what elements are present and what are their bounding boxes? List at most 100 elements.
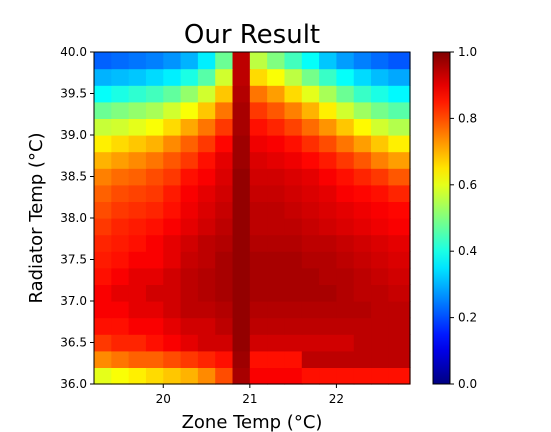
heatmap-cell — [371, 168, 389, 186]
heatmap-cell — [215, 118, 234, 136]
heatmap-cell — [371, 317, 389, 335]
heatmap-cell — [353, 367, 372, 385]
heatmap-cell — [145, 168, 164, 186]
heatmap-cell — [319, 218, 338, 236]
heatmap-cell — [197, 201, 216, 219]
heatmap-cell — [232, 184, 251, 202]
heatmap-cell — [145, 184, 164, 202]
heatmap-cell — [128, 334, 147, 352]
heatmap-cell — [163, 218, 182, 236]
heatmap-cell — [128, 101, 147, 119]
heatmap-cell — [353, 184, 372, 202]
heatmap-cell — [215, 267, 234, 285]
heatmap-cell — [94, 184, 112, 202]
heatmap-cell — [301, 367, 320, 385]
heatmap-cell — [180, 85, 199, 103]
heatmap-cell — [249, 284, 268, 302]
heatmap-cell — [232, 367, 251, 385]
heatmap-cell — [128, 135, 147, 153]
heatmap-cell — [319, 118, 338, 136]
heatmap-cell — [94, 350, 112, 368]
heatmap-cell — [267, 267, 286, 285]
heatmap-cell — [111, 367, 130, 385]
heatmap-cell — [267, 251, 286, 269]
heatmap-cell — [371, 118, 389, 136]
heatmap-cell — [128, 367, 147, 385]
chart-title: Our Result — [184, 20, 320, 50]
heatmap-cell — [336, 118, 355, 136]
heatmap-cell — [388, 168, 411, 186]
heatmap-cell — [163, 168, 182, 186]
heatmap-cell — [197, 135, 216, 153]
heatmap-cell — [284, 218, 303, 236]
heatmap-cell — [180, 118, 199, 136]
heatmap-cell — [145, 301, 164, 319]
heatmap-cell — [111, 85, 130, 103]
heatmap-cell — [353, 317, 372, 335]
heatmap-cell — [215, 350, 234, 368]
heatmap-cell — [284, 68, 303, 86]
heatmap-cell — [353, 218, 372, 236]
heatmap-cell — [267, 151, 286, 169]
heatmap-cell — [197, 334, 216, 352]
heatmap-cell — [145, 218, 164, 236]
heatmap-cell — [128, 118, 147, 136]
heatmap-cell — [319, 251, 338, 269]
heatmap-cell — [371, 367, 389, 385]
heatmap-cell — [353, 251, 372, 269]
x-tick-label: 21 — [242, 392, 257, 406]
heatmap-cell — [319, 168, 338, 186]
heatmap-cell — [353, 267, 372, 285]
heatmap-cell — [111, 118, 130, 136]
heatmap-cell — [301, 350, 320, 368]
heatmap-cell — [371, 350, 389, 368]
heatmap-cell — [319, 284, 338, 302]
heatmap-cell — [111, 317, 130, 335]
heatmap-cell — [145, 367, 164, 385]
heatmap-cell — [371, 284, 389, 302]
heatmap-cell — [301, 85, 320, 103]
heatmap-cell — [197, 151, 216, 169]
heatmap-cell — [284, 234, 303, 252]
heatmap-cell — [267, 234, 286, 252]
x-tick-label: 20 — [156, 392, 171, 406]
heatmap-cell — [388, 350, 411, 368]
heatmap-cell — [371, 201, 389, 219]
heatmap-cell — [319, 317, 338, 335]
heatmap-cell — [111, 218, 130, 236]
heatmap-cell — [284, 85, 303, 103]
heatmap-cell — [128, 284, 147, 302]
heatmap-cell — [163, 267, 182, 285]
heatmap-cell — [388, 184, 411, 202]
heatmap-cell — [215, 151, 234, 169]
heatmap-cell — [319, 52, 338, 70]
heatmap-cell — [197, 284, 216, 302]
heatmap-cell — [111, 135, 130, 153]
heatmap-cell — [267, 301, 286, 319]
heatmap-cell — [249, 317, 268, 335]
heatmap-cell — [319, 350, 338, 368]
heatmap-cell — [284, 184, 303, 202]
colorbar-tick-label: 0.4 — [458, 244, 477, 258]
heatmap-cell — [145, 201, 164, 219]
heatmap-cell — [94, 267, 112, 285]
heatmap-cell — [353, 168, 372, 186]
heatmap-cell — [180, 201, 199, 219]
heatmap-cell — [197, 68, 216, 86]
heatmap-cell — [284, 301, 303, 319]
heatmap-cell — [197, 85, 216, 103]
heatmap-cell — [180, 234, 199, 252]
heatmap-cell — [163, 85, 182, 103]
heatmap-cell — [197, 251, 216, 269]
y-tick-label: 36.5 — [60, 336, 87, 350]
heatmap-cell — [197, 350, 216, 368]
heatmap-cell — [319, 334, 338, 352]
heatmap-cell — [145, 267, 164, 285]
heatmap-cell — [301, 118, 320, 136]
heatmap-cell — [388, 334, 411, 352]
heatmap-cell — [232, 52, 251, 70]
colorbar-tick-label: 0.6 — [458, 178, 477, 192]
heatmap-cell — [180, 350, 199, 368]
heatmap-cell — [319, 301, 338, 319]
